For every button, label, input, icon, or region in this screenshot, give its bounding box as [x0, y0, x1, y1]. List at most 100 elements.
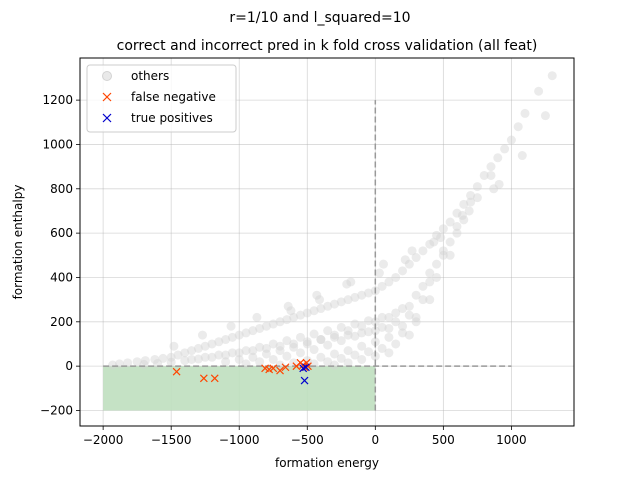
scatter-point-others: [472, 182, 482, 192]
scatter-point-others: [343, 326, 353, 336]
scatter-point-others: [255, 357, 265, 367]
scatter-point-others: [540, 111, 550, 121]
x-tick-label: −2000: [83, 433, 124, 447]
scatter-point-others: [547, 71, 557, 81]
scatter-point-others: [411, 317, 421, 327]
scatter-point-others: [261, 343, 271, 353]
scatter-point-others: [150, 354, 160, 364]
marker-false-negative: [210, 374, 219, 383]
legend-label-others: others: [131, 69, 169, 83]
scatter-point-others: [350, 350, 360, 360]
scatter-point-others: [252, 312, 262, 322]
legend-marker-others: [102, 71, 112, 81]
x-tick-label: −500: [291, 433, 324, 447]
y-tick-label: 1200: [42, 93, 73, 107]
scatter-point-others: [329, 349, 339, 359]
scatter-point-others: [312, 290, 322, 300]
plot-frame: [79, 57, 575, 427]
marker-false-negative: [269, 364, 278, 373]
scatter-point-others: [489, 184, 499, 194]
scatter-point-others: [464, 206, 474, 216]
scatter-point-others: [364, 347, 374, 357]
grid-lines: [80, 58, 574, 426]
scatter-point-others: [429, 237, 439, 247]
x-tick-label: 0: [371, 433, 379, 447]
y-tick-label: 200: [50, 315, 73, 329]
scatter-point-others: [436, 233, 446, 243]
scatter-point-others: [418, 246, 428, 256]
scatter-point-others: [261, 349, 271, 359]
scatter-point-others: [377, 312, 387, 322]
scatter-point-others: [432, 272, 442, 282]
y-tick-label: −200: [40, 403, 73, 417]
scatter-point-others: [268, 339, 278, 349]
scatter-point-others: [438, 224, 448, 234]
scatter-point-others: [438, 250, 448, 260]
scatter-point-others: [283, 301, 293, 311]
scatter-point-others: [438, 246, 448, 256]
scatter-point-others: [493, 153, 503, 163]
scatter-point-others: [207, 339, 217, 349]
scatter-point-others: [173, 350, 183, 360]
chart-suptitle: r=1/10 and l_squared=10: [229, 10, 410, 26]
scatter-point-others: [364, 327, 374, 337]
x-axis-label: formation energy: [275, 456, 379, 470]
scatter-point-others: [432, 259, 442, 269]
scatter-point-others: [329, 299, 339, 309]
scatter-point-others: [391, 272, 401, 282]
legend-label-false-negative: false negative: [131, 90, 216, 104]
scatter-point-others: [323, 357, 333, 367]
scatter-point-others: [364, 288, 374, 298]
scatter-point-others: [282, 336, 292, 346]
scatter-point-others: [336, 353, 346, 363]
scatter-point-others: [316, 304, 326, 314]
scatter-point-others: [445, 217, 455, 227]
marker-false-negative: [199, 374, 208, 383]
scatter-point-others: [275, 360, 285, 370]
marker-false-negative: [276, 366, 284, 375]
scatter-point-others: [425, 295, 435, 305]
scatter-point-others: [357, 341, 367, 351]
scatter-point-others: [452, 221, 462, 231]
legend-marker-false-negative: [102, 92, 112, 102]
scatter-point-others: [255, 323, 265, 333]
marker-false-negative: [304, 362, 312, 371]
scatter-point-others: [329, 360, 339, 370]
x-tick-label: −1500: [151, 433, 192, 447]
marker-group: [172, 358, 312, 385]
scatter-point-others: [241, 359, 251, 369]
scatter-point-others: [411, 290, 421, 300]
x-tick-label: 1000: [496, 433, 527, 447]
x-axis-ticks: −2000 −1500 −1000 −500 0 500 1000: [83, 426, 527, 447]
scatter-point-others: [418, 281, 428, 291]
x-tick-label: 500: [432, 433, 455, 447]
scatter-point-others: [295, 310, 305, 320]
scatter-point-others: [377, 281, 387, 291]
chart-title: correct and incorrect pred in k fold cro…: [117, 38, 538, 54]
scatter-point-others: [400, 255, 410, 265]
scatter-point-others: [207, 352, 217, 362]
scatter-point-others: [377, 343, 387, 353]
scatter-point-others: [370, 317, 380, 327]
scatter-point-others: [350, 331, 360, 341]
scatter-point-others: [295, 348, 305, 358]
scatter-point-others: [391, 317, 401, 327]
scatter-point-others: [336, 297, 346, 307]
reference-lines-group: [103, 100, 512, 411]
scatter-point-others: [459, 215, 469, 225]
scatter-point-others: [404, 310, 414, 320]
scatter-point-others: [500, 144, 510, 154]
scatter-point-others: [282, 315, 292, 325]
scatter-point-others: [316, 335, 326, 345]
scatter-point-others: [323, 326, 333, 336]
scatter-point-others: [398, 328, 408, 338]
scatter-point-others: [295, 332, 305, 342]
scatter-point-others: [411, 253, 421, 263]
scatter-point-others: [187, 346, 197, 356]
y-axis-label: formation enthalpy: [11, 185, 25, 300]
scatter-point-others: [221, 350, 231, 360]
scatter-point-others: [315, 295, 325, 305]
scatter-point-others: [374, 268, 384, 278]
legend-box: [86, 64, 237, 133]
scatter-point-others: [384, 323, 394, 333]
